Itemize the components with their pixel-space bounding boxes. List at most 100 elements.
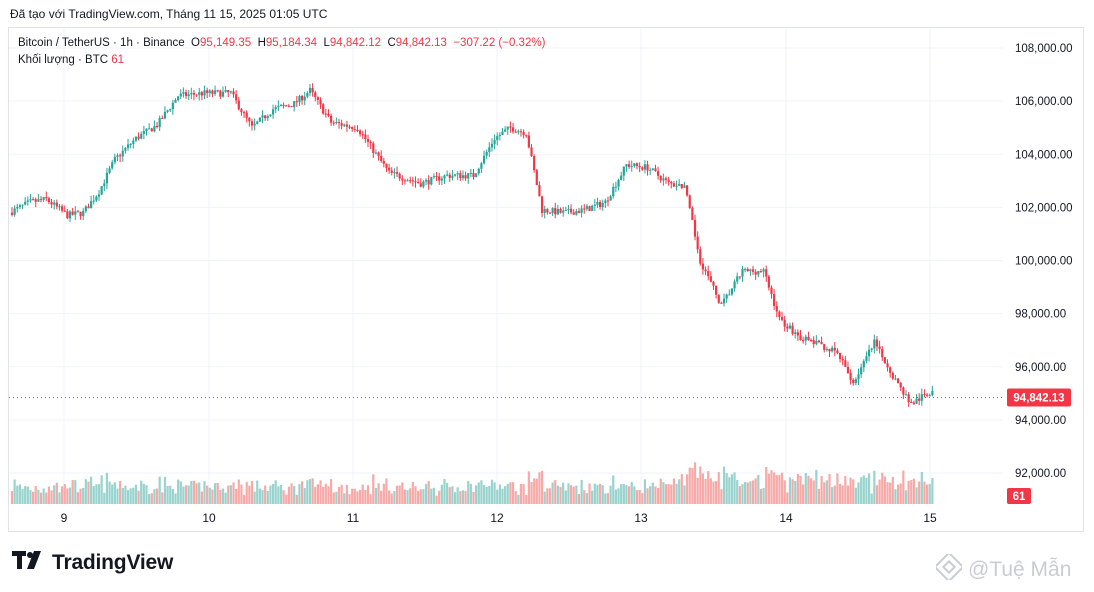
y-tick-label: 94,000.00 [1015,415,1066,427]
candle-body [287,105,290,107]
volume-bar [82,487,85,504]
volume-bar [198,482,201,504]
candle-body [870,348,873,350]
candle-body [29,199,32,201]
candle-body [21,204,24,206]
candle-body [111,162,114,169]
volume-bar [66,488,69,504]
volume-bar [683,485,686,504]
volume-bar [353,488,356,504]
candle-body [525,135,528,137]
volume-bar [704,478,707,504]
candle-body [282,105,285,107]
candle-body [596,201,599,205]
volume-bar [417,490,420,504]
volume-bar [140,480,143,504]
volume-bar [831,487,834,504]
candle-body [274,107,277,110]
candle-body [580,208,583,213]
volume-bar [158,476,161,504]
candle-body [477,168,480,174]
candle-body [382,160,385,164]
volume-bar [446,482,449,504]
volume-bar [448,487,451,504]
volume-bar [208,487,211,504]
candle-body [335,122,338,124]
tradingview-brand[interactable]: TradingView [12,549,173,576]
candle-body [659,175,662,181]
candle-body [683,185,686,188]
volume-bar [440,484,443,504]
volume-bar [256,480,259,504]
volume-bar [395,485,399,504]
candle-body [195,94,198,96]
volume-bar [788,477,792,504]
volume-bar [722,466,726,504]
candle-body [894,378,897,380]
last-price-badge [1007,388,1071,407]
volume-bar [902,470,905,504]
candle-body [229,91,232,93]
candle-body [398,173,401,179]
candle-body [155,125,159,128]
chart-frame [8,27,1084,532]
brand-name: TradingView [52,550,174,574]
volume-bar [504,486,507,504]
candle-body [380,155,383,161]
candle-body [854,379,857,383]
candle-body [58,206,61,208]
candle-body [751,269,755,272]
volume-bar [279,484,283,504]
candle-body [860,367,863,375]
volume-bar [849,477,852,504]
volume-bar [519,483,523,504]
candle-body [97,194,101,197]
candle-body [533,156,536,171]
candle-body [374,152,378,154]
volume-bar [385,478,388,504]
candle-body [538,185,541,197]
volume-bar [105,472,109,504]
candle-body [359,130,362,135]
volume-bar [854,487,857,504]
candle-body [828,348,831,352]
volume-bar [409,488,412,504]
volume-bar [206,485,209,504]
candle-body [74,211,77,215]
candle-body [543,209,546,213]
candle-body [446,174,449,176]
volume-bar [715,481,718,504]
volume-bar [546,488,549,504]
volume-bar [21,488,24,504]
candle-body [852,379,855,383]
candle-body [918,398,921,401]
volume-bar [836,473,839,504]
volume-bar [84,479,87,504]
volume-bar [873,470,876,504]
volume-bar [517,494,520,504]
candle-body [84,206,87,212]
legend-close: C94,842.13 [387,37,447,49]
volume-bar [488,485,491,504]
volume-bar [815,469,818,504]
volume-bar [274,480,277,504]
volume-bar [111,484,114,504]
watermark: @Tuệ Mẫn [933,551,1071,586]
candle-body [174,100,177,103]
volume-bar [303,488,306,504]
candle-body [356,129,359,131]
volume-bar [912,478,916,504]
candle-body [836,350,839,353]
volume-bar [200,491,203,504]
candle-body [535,170,538,186]
candle-body [738,276,741,278]
volume-bar [372,474,375,504]
volume-bar [47,486,51,504]
candle-body [467,173,470,179]
legend-symbol: Bitcoin / TetherUS · 1h · Binance [18,37,185,49]
volume-bar [569,485,573,504]
candle-body [846,366,850,374]
candle-body [208,90,211,93]
volume-bar [258,488,261,504]
